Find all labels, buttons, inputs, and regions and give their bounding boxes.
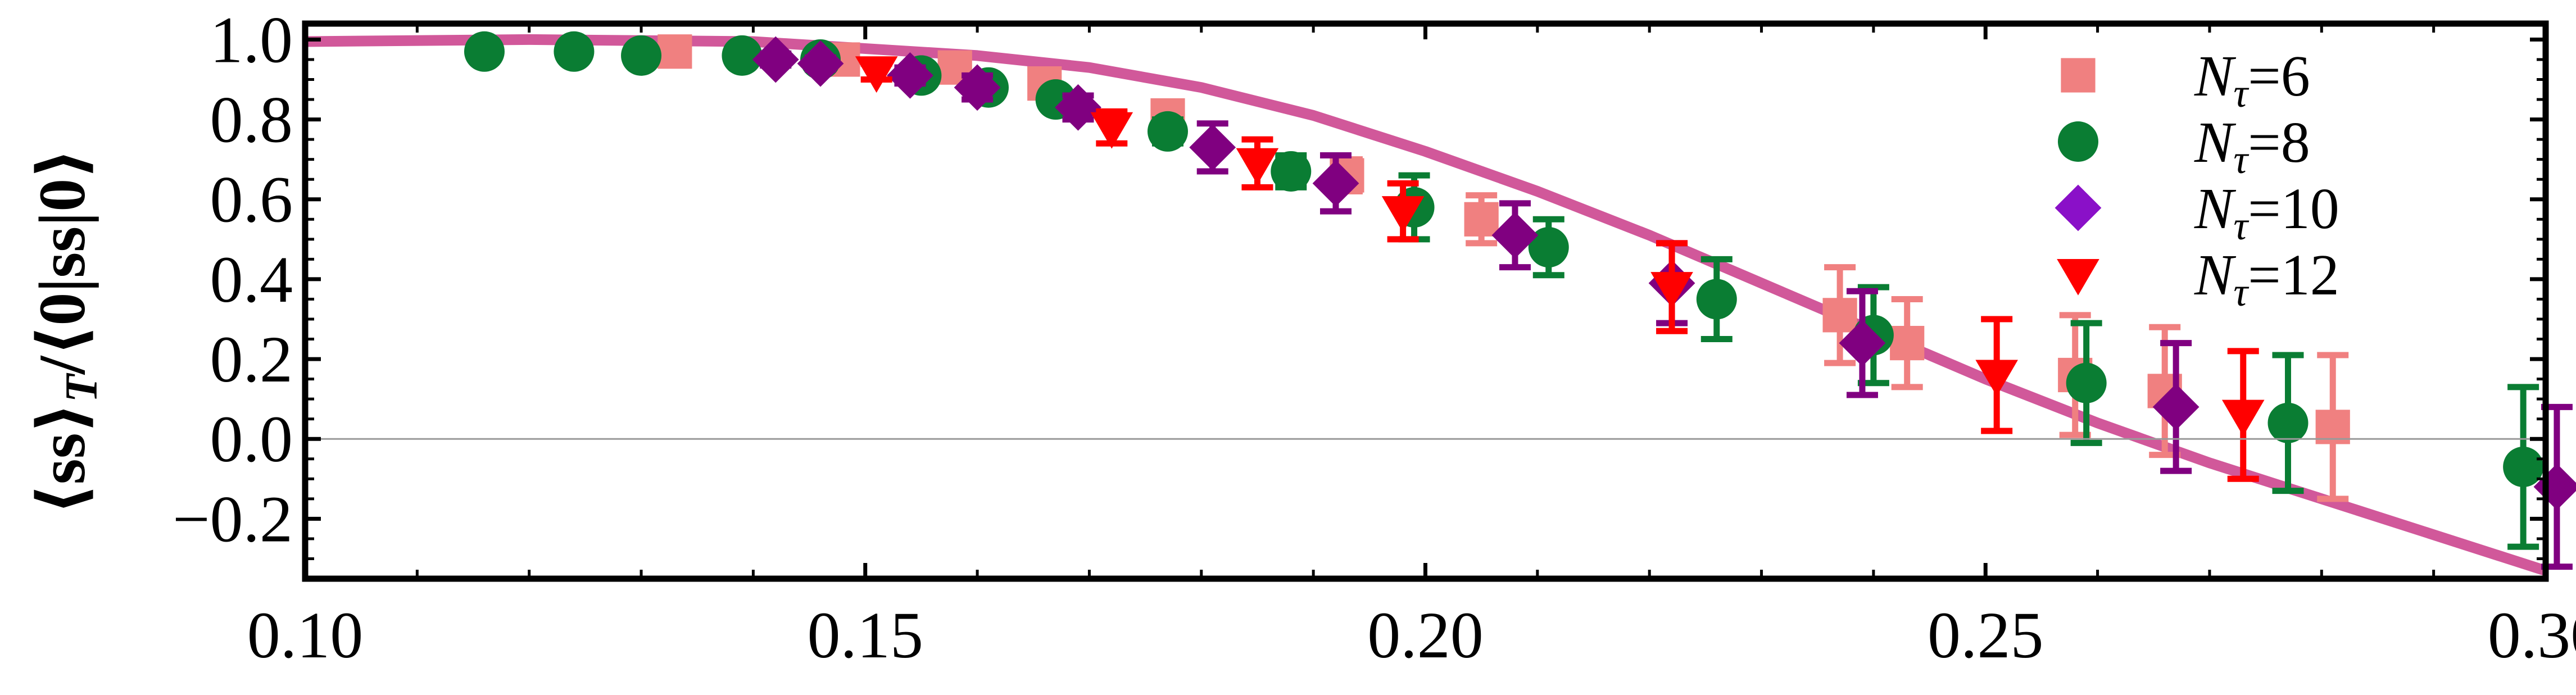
data-point (1189, 124, 1236, 171)
legend-label: Nτ=12 (2194, 243, 2339, 315)
series-3 (752, 36, 2576, 570)
data-point (887, 52, 933, 99)
data-point (2221, 399, 2265, 437)
data-point (657, 34, 692, 69)
y-axis-label-sub: T (56, 373, 107, 402)
legend-label: Nτ=6 (2194, 44, 2310, 116)
data-point (2267, 402, 2309, 443)
data-point (1147, 111, 1188, 152)
x-tick-label: 0.20 (1367, 598, 1484, 672)
data-point (1491, 212, 1539, 259)
data-point (1236, 148, 1279, 185)
y-axis-label-main: ⟨ss⟩ (25, 402, 99, 515)
x-tick-label: 0.15 (808, 598, 924, 672)
data-point (954, 64, 1001, 111)
y-tick-label: 1.0 (210, 3, 293, 76)
legend-label: Nτ=8 (2194, 110, 2310, 182)
data-point (797, 40, 844, 87)
y-tick-label: 0.6 (210, 163, 293, 237)
x-tick-label: 0.25 (1928, 598, 2044, 672)
legend-item-3: Nτ=10 (2055, 176, 2339, 248)
data-point (1696, 279, 1737, 320)
data-point (1271, 151, 1312, 192)
data-point (1381, 196, 1425, 233)
legend-marker (2055, 184, 2102, 231)
data-point (1890, 326, 1925, 361)
series-4 (855, 56, 2265, 482)
data-point (2503, 446, 2544, 487)
data-point (464, 31, 505, 72)
data-point (1090, 112, 1133, 149)
legend-item-4: Nτ=12 (2057, 243, 2339, 315)
data-point (1839, 320, 1886, 367)
data-point (855, 56, 898, 93)
legend-marker (2058, 121, 2098, 162)
data-point (752, 36, 799, 83)
y-tick-label: 0.2 (210, 322, 293, 396)
legend-item-1: Nτ=6 (2061, 44, 2310, 116)
y-tick-label: −0.2 (173, 482, 293, 556)
legend-item-2: Nτ=8 (2058, 110, 2310, 182)
y-axis-label-rest: /⟨0|ss|0⟩ (25, 148, 99, 375)
y-tick-label: 0.0 (210, 402, 293, 476)
data-point (1464, 202, 1499, 237)
data-point (1312, 160, 1359, 207)
y-tick-label: 0.8 (210, 83, 293, 157)
data-point (554, 31, 595, 72)
data-point (1975, 360, 2018, 397)
legend-marker (2057, 259, 2099, 296)
legend-label: Nτ=10 (2194, 176, 2339, 248)
y-tick-label: 0.4 (210, 243, 293, 316)
data-point (1650, 272, 1693, 308)
data-point (1528, 227, 1569, 268)
data-point (1055, 84, 1101, 131)
data-point (621, 35, 662, 76)
x-tick-label: 0.30 (2488, 598, 2576, 672)
data-point (722, 35, 763, 76)
data-point (2066, 362, 2107, 403)
legend-marker (2061, 58, 2096, 93)
y-axis-label: ⟨ss⟩T/⟨0|ss|0⟩ (25, 148, 107, 515)
data-point (2152, 383, 2199, 430)
data-point (1822, 298, 1857, 333)
data-point (2533, 464, 2576, 510)
x-tick-label: 0.10 (247, 598, 364, 672)
